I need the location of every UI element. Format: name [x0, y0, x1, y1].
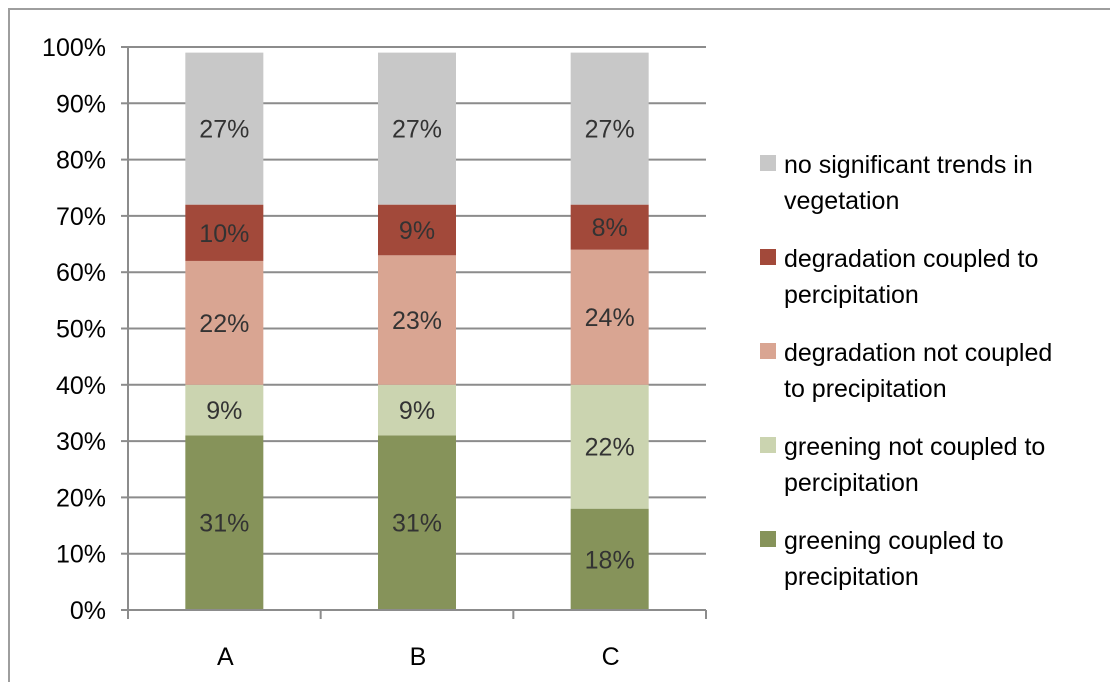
bar-segment	[570, 249, 649, 385]
bar-segment	[570, 52, 649, 205]
legend-label: precipitation	[784, 563, 919, 591]
data-label: 8%	[592, 214, 628, 242]
bar-segment	[185, 52, 264, 205]
legend-swatch	[760, 249, 776, 265]
legend-label: to precipitation	[784, 375, 947, 403]
y-tick-label: 0%	[70, 597, 106, 625]
bar-segment	[378, 255, 456, 385]
bar-segment	[185, 204, 264, 261]
y-tick-label: 70%	[56, 203, 106, 231]
y-tick-label: 40%	[56, 372, 106, 400]
bar-segment	[378, 435, 456, 610]
x-tick-label: C	[602, 643, 620, 671]
legend-label: degradation not coupled	[784, 339, 1052, 367]
bar-segment	[570, 204, 649, 250]
data-label: 9%	[206, 397, 242, 425]
legend-label: vegetation	[784, 187, 899, 215]
data-label: 24%	[585, 304, 635, 332]
bars: 31% 9% 22% 10% 27% 31% 9% 23% 9% 27% 18% 22% 24% 8% 27…	[185, 52, 649, 610]
y-tick-label: 60%	[56, 259, 106, 287]
data-label: 27%	[392, 116, 442, 144]
x-tick-label: B	[410, 643, 427, 671]
y-tick-label: 20%	[56, 484, 106, 512]
legend-label: greening coupled to	[784, 527, 1004, 555]
data-label: 9%	[399, 397, 435, 425]
legend-label: percipitation	[784, 469, 919, 497]
legend-label: percipitation	[784, 281, 919, 309]
data-label: 22%	[585, 434, 635, 462]
chart-frame	[8, 8, 1110, 682]
legend-label: greening not coupled to	[784, 433, 1045, 461]
bar-segment	[185, 260, 264, 385]
data-label: 27%	[199, 116, 249, 144]
legend-swatch	[760, 155, 776, 171]
x-tick-label: A	[217, 643, 234, 671]
bar-segment	[378, 52, 456, 205]
bar-segment	[570, 508, 649, 610]
x-axis-tick-labels: A B C	[217, 643, 620, 671]
data-label: 31%	[392, 510, 442, 538]
data-label: 18%	[585, 546, 635, 574]
y-tick-label: 80%	[56, 147, 106, 175]
data-label: 31%	[199, 510, 249, 538]
legend-swatch	[760, 343, 776, 359]
bar-segment	[378, 204, 456, 256]
y-tick-label: 30%	[56, 428, 106, 456]
legend-label: degradation coupled to	[784, 245, 1038, 273]
y-tick-label: 100%	[42, 34, 106, 62]
bar-segment	[185, 435, 264, 610]
legend-swatch	[760, 531, 776, 547]
y-tick-label: 90%	[56, 90, 106, 118]
bar-segment	[185, 384, 264, 436]
legend: no significant trends in vegetation degrad…	[760, 151, 1052, 591]
data-label: 10%	[199, 220, 249, 248]
axes	[121, 46, 707, 619]
bar-segment	[378, 384, 456, 436]
bar-segment	[570, 384, 649, 509]
data-label: 22%	[199, 310, 249, 338]
data-label: 23%	[392, 307, 442, 335]
y-axis-tick-labels: 0% 10% 20% 30% 40% 50% 60% 70% 80% 90% 100%	[42, 34, 106, 625]
y-tick-label: 50%	[56, 316, 106, 344]
y-tick-label: 10%	[56, 541, 106, 569]
data-label: 27%	[585, 116, 635, 144]
legend-label: no significant trends in	[784, 151, 1033, 179]
legend-swatch	[760, 437, 776, 453]
data-label: 9%	[399, 217, 435, 245]
